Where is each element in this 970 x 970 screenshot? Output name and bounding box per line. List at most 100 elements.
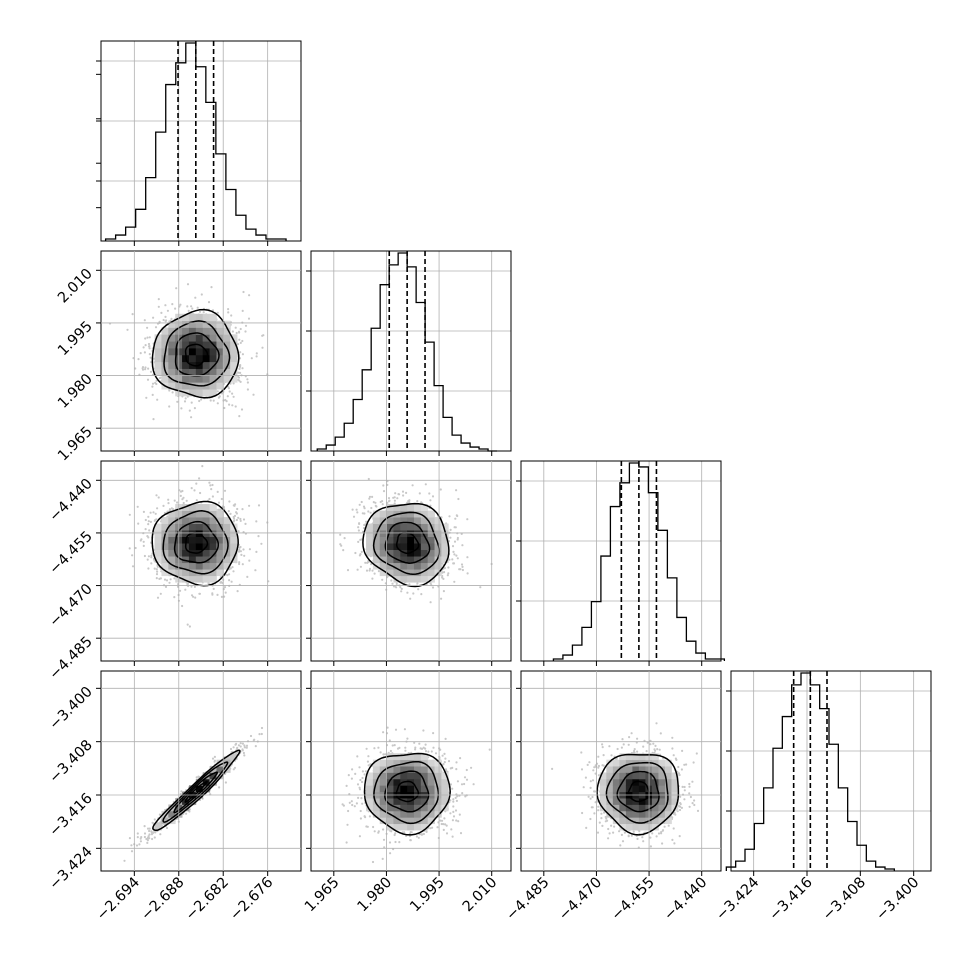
contour-line bbox=[395, 532, 420, 555]
density-cell bbox=[188, 368, 197, 376]
density-cell bbox=[413, 569, 422, 577]
density-cell bbox=[427, 517, 435, 524]
contour-line bbox=[173, 771, 219, 814]
density-cell bbox=[612, 766, 620, 773]
density-cell bbox=[599, 798, 607, 805]
density-cell bbox=[420, 753, 429, 761]
density-cell bbox=[427, 785, 435, 793]
density-cell bbox=[441, 536, 449, 544]
contour-line bbox=[627, 780, 651, 803]
density-cell bbox=[400, 823, 408, 831]
density-cell bbox=[400, 556, 408, 564]
density-cell bbox=[209, 772, 217, 780]
density-cell bbox=[230, 549, 238, 557]
density-cell bbox=[413, 530, 422, 537]
density-cell bbox=[209, 517, 217, 524]
density-cell bbox=[413, 785, 422, 793]
density-cell bbox=[372, 543, 381, 551]
density-cell bbox=[161, 536, 169, 544]
density-cell bbox=[386, 549, 394, 557]
density-cell bbox=[216, 536, 224, 544]
density-cell bbox=[161, 327, 169, 335]
density-cell bbox=[202, 556, 210, 564]
y-tick-label: 1.995 bbox=[55, 318, 96, 359]
density-cell bbox=[168, 354, 176, 363]
density-cell bbox=[619, 772, 627, 780]
density-cell bbox=[209, 368, 217, 376]
density-cell bbox=[202, 523, 210, 531]
density-cell bbox=[188, 313, 197, 322]
density-cell bbox=[379, 766, 387, 773]
density-cell bbox=[632, 804, 640, 812]
density-cell bbox=[195, 575, 204, 583]
y-tick-label: −3.408 bbox=[47, 737, 96, 786]
density-cell bbox=[393, 766, 401, 773]
density-cell bbox=[400, 810, 408, 818]
density-cell bbox=[612, 759, 620, 767]
density-cell bbox=[400, 523, 408, 531]
density-cell bbox=[372, 810, 381, 818]
density-cell bbox=[188, 504, 197, 511]
density-cell bbox=[386, 536, 394, 544]
density-cell bbox=[223, 354, 231, 363]
density-cell bbox=[154, 530, 162, 537]
density-cell bbox=[195, 562, 204, 570]
density-cell bbox=[209, 389, 217, 397]
histogram-series-4 bbox=[725, 672, 895, 871]
density-cell bbox=[154, 556, 162, 564]
density-cell bbox=[366, 772, 374, 780]
density-cell bbox=[366, 804, 374, 812]
density-cell bbox=[202, 334, 210, 342]
density-cell bbox=[427, 549, 435, 557]
density-cell bbox=[372, 549, 381, 557]
density-cell bbox=[420, 575, 429, 583]
density-cell bbox=[407, 753, 415, 761]
density-cell bbox=[407, 517, 415, 524]
density-cell bbox=[379, 778, 387, 786]
density-cell bbox=[619, 785, 627, 793]
density-cell bbox=[188, 575, 197, 583]
density-cell bbox=[393, 569, 401, 577]
density-cell bbox=[651, 817, 659, 825]
density-cell bbox=[379, 798, 387, 805]
density-cell bbox=[638, 817, 646, 825]
density-cell bbox=[413, 562, 422, 570]
density-cell bbox=[154, 543, 162, 551]
density-cell bbox=[427, 543, 435, 551]
density-cell bbox=[413, 536, 422, 544]
contour-line bbox=[162, 510, 229, 575]
density-cell bbox=[386, 785, 394, 793]
contour-line bbox=[372, 511, 441, 576]
density-cell bbox=[599, 785, 607, 793]
x-tick-label: 1.980 bbox=[355, 875, 396, 916]
density-cell bbox=[223, 327, 231, 335]
density-cell bbox=[195, 523, 204, 531]
density-cell bbox=[427, 798, 435, 805]
density-cell bbox=[182, 334, 190, 342]
density-cell bbox=[209, 375, 217, 383]
density-cell bbox=[216, 766, 224, 773]
y-tick-label: −4.470 bbox=[47, 581, 96, 630]
density-cell bbox=[407, 759, 415, 767]
density-cell bbox=[223, 562, 231, 570]
contour-line bbox=[596, 753, 680, 836]
density-cell bbox=[161, 543, 169, 551]
density-cell bbox=[195, 510, 204, 518]
density-cell bbox=[182, 341, 190, 349]
density-cell bbox=[209, 327, 217, 335]
density-cell bbox=[209, 569, 217, 577]
density-cell bbox=[420, 504, 429, 511]
density-cell bbox=[366, 530, 374, 537]
density-cell bbox=[366, 785, 374, 793]
density-cell bbox=[420, 785, 429, 793]
density-cell bbox=[182, 313, 190, 322]
density-cell bbox=[632, 753, 640, 761]
density-cell bbox=[413, 523, 422, 531]
density-cell bbox=[638, 766, 646, 773]
density-cell bbox=[625, 817, 633, 825]
density-cell bbox=[372, 759, 381, 767]
density-cell bbox=[223, 320, 231, 328]
density-cell bbox=[434, 523, 442, 531]
density-cell bbox=[372, 772, 381, 780]
density-cell bbox=[427, 804, 435, 812]
